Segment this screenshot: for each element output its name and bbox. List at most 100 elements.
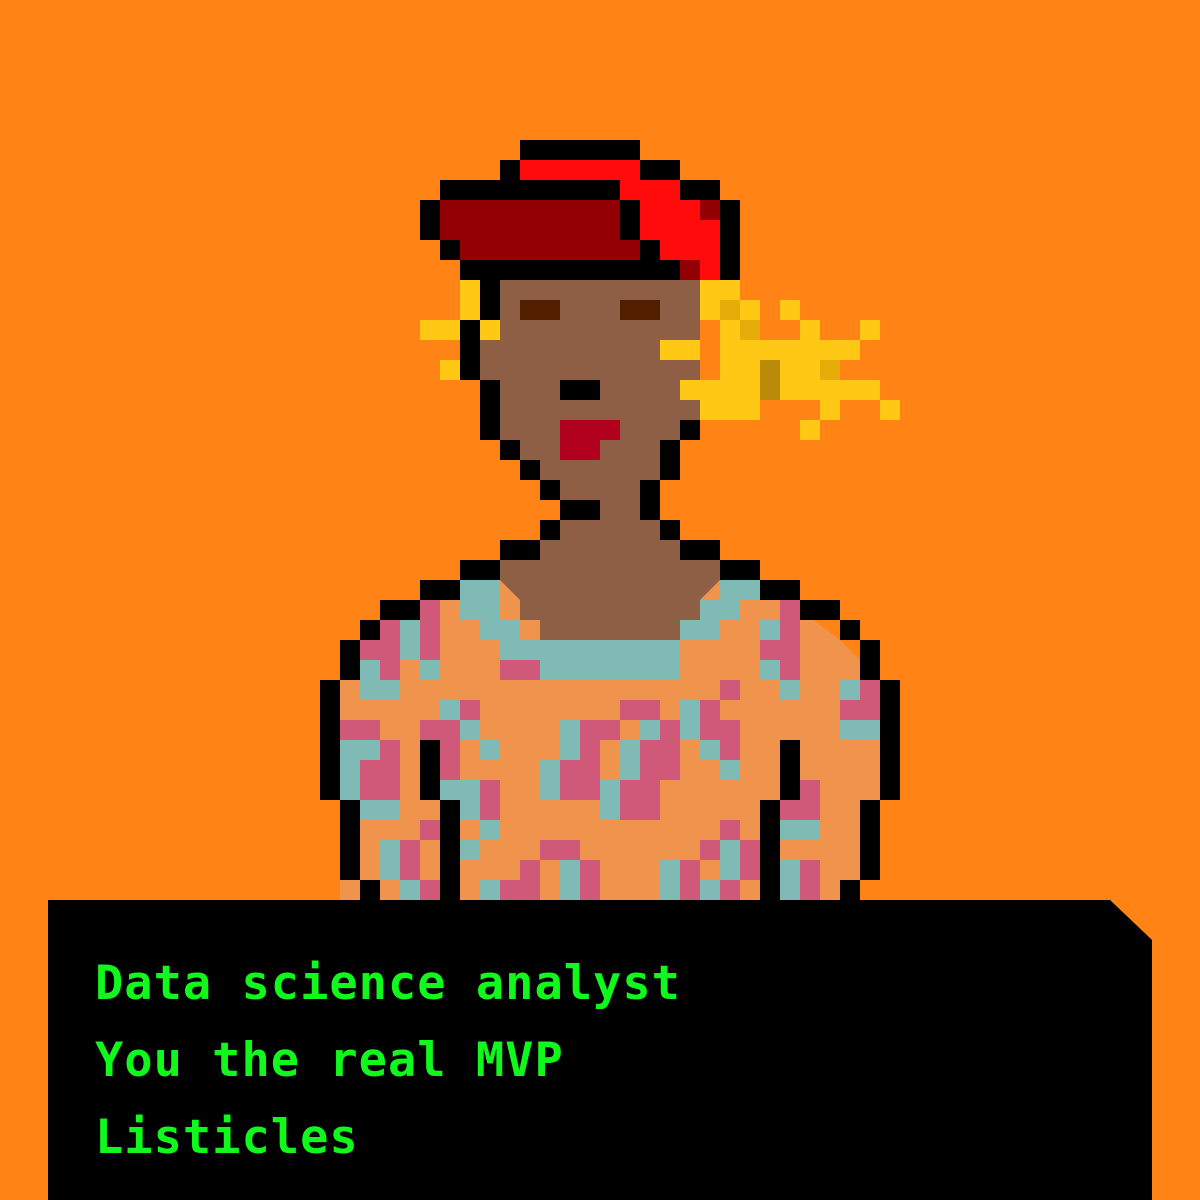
eye-left [520,300,560,320]
shirt-teal-pixel [360,660,380,700]
shirt-teal-pixel [640,720,660,740]
shirt-pink-pixel [420,820,440,840]
outline-pixel [440,180,620,200]
hair-shade-pixel [720,300,740,320]
shirt-teal-pixel [560,860,580,900]
caption-line-interest: Listicles [95,1110,359,1165]
shirt [340,560,880,900]
lips [560,420,620,460]
caption-box: Data science analyst You the real MVP Li… [48,900,1152,1200]
shirt-pink-pixel [580,720,620,740]
shirt-pattern [340,580,880,900]
outline-pixel [380,600,420,620]
hair-pixel [680,380,720,400]
shirt-pink-pixel [520,860,540,880]
outline-pixel [540,480,560,500]
outline-pixel [420,200,440,240]
outline-pixel [460,260,680,280]
outline-pixel [720,560,760,580]
shirt-teal-pixel [840,680,860,700]
outline-pixel [680,540,720,560]
outline-pixel [860,640,880,680]
hair-pixel [780,300,800,320]
outline-pixel [620,200,640,240]
outline-pixel [420,580,460,600]
shirt-pink-pixel [420,600,440,660]
shirt-teal-pixel [760,620,780,640]
shirt-teal-pixel [460,840,480,860]
outline-pixel [460,560,500,580]
hair-pixel [440,360,460,380]
shirt-pink-pixel [760,640,800,660]
hair-pixel [800,320,820,340]
hair-pixel [480,320,500,340]
outline-pixel [720,200,740,280]
hair-pixel [860,320,880,340]
outline-pixel [840,880,860,900]
shirt-teal-pixel [700,600,740,620]
shirt-teal-pixel [420,660,440,680]
outline-pixel [500,440,520,460]
hat-brim [440,200,640,260]
shirt-pink-pixel [720,820,740,840]
outline-pixel [440,800,460,900]
shirt-pink-pixel [420,880,440,900]
shirt-teal-pixel [460,800,480,820]
shirt-pink-pixel [580,860,600,900]
shirt-teal-pixel [460,720,480,740]
shirt-teal-pixel [360,800,400,820]
shirt-teal-pixel [840,720,880,740]
shirt-teal-pixel [780,860,800,900]
shirt-teal-pixel [440,700,460,720]
shirt-pink-pixel [480,780,500,820]
caption-line-role: Data science analyst [95,956,681,1011]
hair-pixel [740,300,760,320]
shirt-pink-pixel [620,780,660,820]
outline-pixel [660,520,680,540]
shirt-teal-pixel [480,880,500,900]
outline-pixel [860,800,880,880]
hair [420,280,900,440]
outline-pixel [320,680,340,800]
shirt-teal-pixel [760,660,780,680]
shirt-teal-pixel [380,680,400,700]
outline-pixel [640,240,660,260]
shirt-teal-pixel [400,620,420,660]
outline-pixel [760,800,780,900]
shirt-pink-pixel [440,740,460,780]
shirt-teal-pixel [480,740,500,760]
hair-pixel [700,400,740,420]
shirt-pink-pixel [640,740,660,780]
shirt-pink-pixel [700,700,720,720]
shirt-pink-pixel [840,700,860,720]
shirt-teal-pixel [480,620,520,640]
shirt-pink-pixel [740,840,760,880]
outline-pixel [680,180,720,200]
hair-pixel [780,340,860,360]
shirt-teal-pixel [600,780,620,820]
shirt-teal-pixel [720,760,740,780]
eye-right [620,300,660,320]
shirt-teal-pixel [400,880,420,900]
shirt-teal-pixel [480,820,500,840]
outline-pixel [460,320,480,380]
shirt-teal-pixel [700,880,720,900]
shirt-teal-pixel [680,620,720,640]
shirt-teal-pixel [720,580,760,600]
outline-pixel [480,280,500,320]
outline-pixel [780,740,800,800]
shirt-pink-pixel [780,600,800,640]
hair-dark-pixel [760,360,780,400]
shirt-pink-pixel [420,720,460,740]
shirt-pink-pixel [460,700,480,720]
shirt-pink-pixel [620,700,660,720]
shirt-teal-pixel [780,820,820,840]
shirt-teal-pixel [720,840,740,880]
outline-pixel [520,140,640,160]
hair-pixel [880,400,900,420]
shirt-pink-pixel [340,720,380,740]
outline-pixel [560,500,600,520]
shirt-pink-pixel [560,760,600,800]
outline-pixel [420,740,440,800]
